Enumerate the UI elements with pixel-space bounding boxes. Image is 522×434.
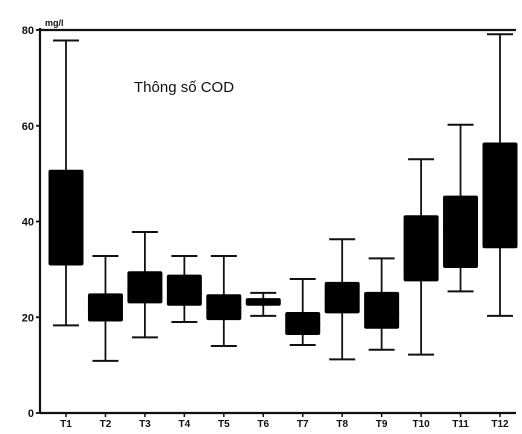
y-tick-label: 0 xyxy=(28,408,34,420)
box-t6 xyxy=(245,291,281,317)
y-tick-label: 80 xyxy=(22,25,34,37)
box-plot-marks xyxy=(48,33,518,362)
y-tick-label: 60 xyxy=(22,121,34,133)
x-tick-label: T4 xyxy=(179,419,191,430)
x-tick-label: T1 xyxy=(60,419,72,430)
iqr-box xyxy=(364,291,400,329)
axes xyxy=(36,28,516,417)
box-t5 xyxy=(206,254,242,347)
x-tick-label: T5 xyxy=(218,419,230,430)
iqr-box xyxy=(403,215,439,282)
box-t4 xyxy=(166,254,202,324)
box-t1 xyxy=(48,39,84,327)
box-t3 xyxy=(127,231,163,339)
box-t11 xyxy=(443,123,479,293)
x-tick-label: T12 xyxy=(491,419,509,430)
x-tick-label: T9 xyxy=(376,419,388,430)
x-tick-label: T7 xyxy=(297,419,309,430)
iqr-box xyxy=(443,195,479,268)
iqr-box xyxy=(166,274,202,306)
box-t9 xyxy=(364,257,400,351)
box-t12 xyxy=(482,33,518,317)
iqr-box xyxy=(285,311,321,335)
iqr-box xyxy=(482,142,518,249)
y-tick-label: 40 xyxy=(22,217,34,229)
chart-title: Thông số COD xyxy=(134,79,234,96)
x-tick-label: T8 xyxy=(336,419,348,430)
axis-labels: 0 20 40 60 80 T1 T2 T3 T4 T5 T6 T7 T8 T9 T10 T11 T12 xyxy=(22,25,509,430)
y-axis-unit: mg/l xyxy=(45,18,64,28)
box-t2 xyxy=(87,254,123,362)
x-tick-label: T2 xyxy=(100,419,112,430)
x-tick-label: T3 xyxy=(139,419,151,430)
iqr-box xyxy=(127,271,163,304)
box-t10 xyxy=(403,158,439,356)
x-tick-label: T10 xyxy=(412,419,430,430)
iqr-box xyxy=(48,169,84,266)
box-t8 xyxy=(324,238,360,361)
x-tick-label: T6 xyxy=(257,419,269,430)
iqr-box xyxy=(245,298,281,306)
y-tick-label: 20 xyxy=(22,312,34,324)
x-tick-label: T11 xyxy=(452,419,469,430)
box-t7 xyxy=(285,277,321,347)
